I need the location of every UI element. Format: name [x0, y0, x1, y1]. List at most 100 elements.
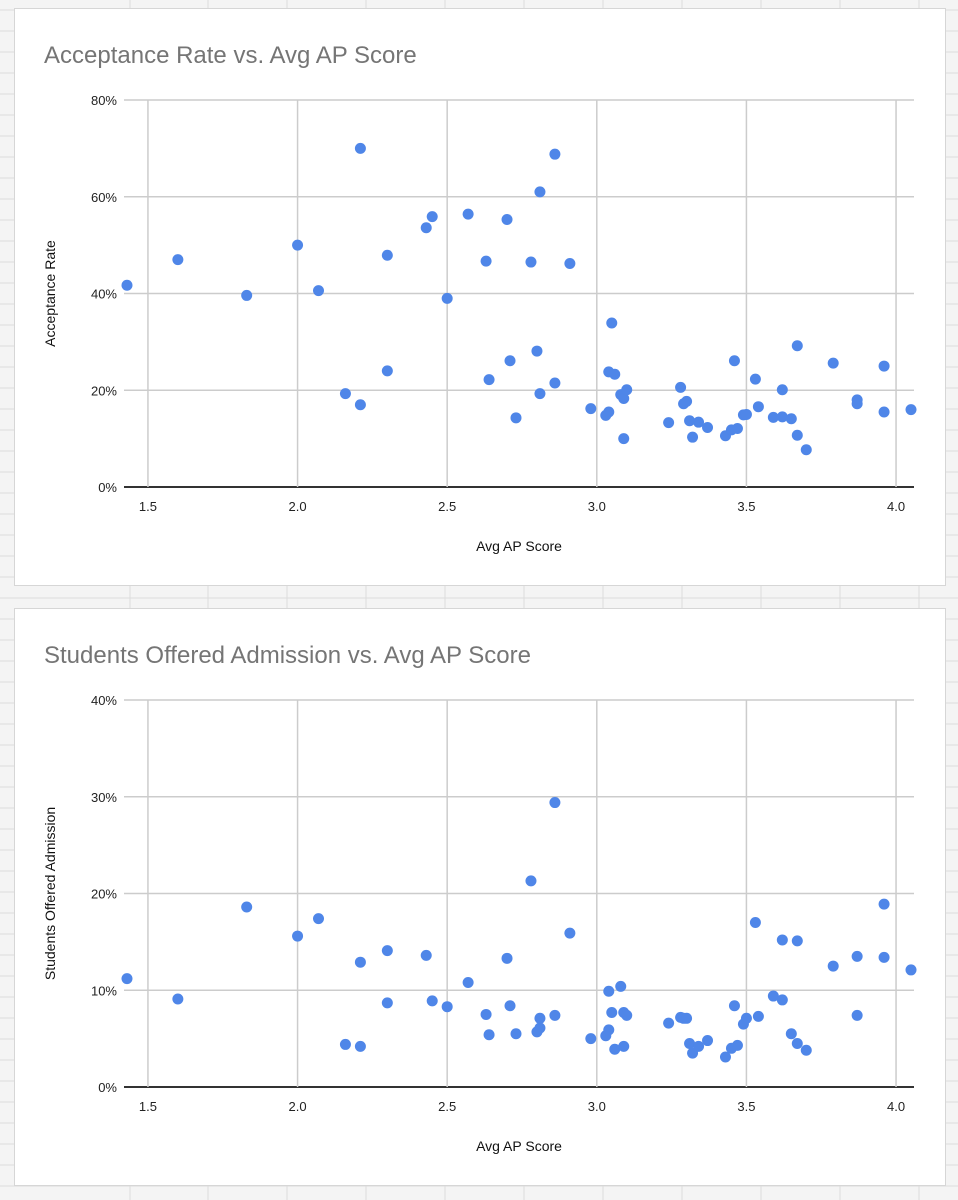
data-point: [462, 208, 474, 220]
data-point: [693, 416, 705, 428]
data-point: [851, 950, 863, 962]
x-tick-label: 3.0: [588, 499, 606, 514]
scatter-chart-students-offered: Students Offered Admission vs. Avg AP Sc…: [42, 642, 917, 1154]
data-point: [740, 1012, 752, 1024]
data-point: [585, 1033, 597, 1045]
data-point: [702, 421, 714, 433]
x-axis-title: Avg AP Score: [476, 1138, 562, 1154]
data-point: [618, 1040, 630, 1052]
data-point: [609, 1043, 621, 1055]
y-tick-label: 80%: [91, 93, 117, 108]
data-point: [681, 1012, 693, 1024]
data-point: [480, 1008, 492, 1020]
data-point: [606, 317, 618, 329]
chart-title: Acceptance Rate vs. Avg AP Score: [44, 42, 417, 69]
x-tick-label: 4.0: [887, 499, 905, 514]
data-point: [313, 913, 325, 925]
x-tick-label: 4.0: [887, 1099, 905, 1114]
data-point: [749, 917, 761, 929]
x-tick-label: 3.5: [737, 499, 755, 514]
data-point: [241, 901, 253, 913]
data-point: [785, 413, 797, 425]
data-point: [719, 1051, 731, 1063]
scatter-chart-acceptance-rate: Acceptance Rate vs. Avg AP Score Avg AP …: [42, 42, 917, 554]
data-point: [534, 1022, 546, 1034]
data-point: [241, 289, 253, 301]
data-point: [776, 384, 788, 396]
data-point: [728, 1000, 740, 1012]
data-point: [621, 1009, 633, 1021]
data-point: [313, 285, 325, 297]
data-point: [354, 399, 366, 411]
data-point: [172, 254, 184, 266]
y-tick-labels: 0% 10% 20% 30% 40%: [91, 693, 117, 1095]
data-point: [618, 392, 630, 404]
data-point: [510, 1028, 522, 1040]
data-point: [749, 373, 761, 385]
data-point: [800, 1044, 812, 1056]
data-point: [525, 256, 537, 268]
data-point: [501, 213, 513, 225]
y-tick-label: 0%: [98, 480, 117, 495]
data-point: [791, 1037, 803, 1049]
data-point: [549, 1009, 561, 1021]
data-point: [339, 1038, 351, 1050]
x-tick-label: 2.0: [289, 499, 307, 514]
data-point: [681, 395, 693, 407]
data-point: [731, 422, 743, 434]
x-axis-title: Avg AP Score: [476, 538, 562, 554]
x-tick-label: 2.0: [289, 1099, 307, 1114]
data-point: [767, 411, 779, 423]
y-tick-label: 40%: [91, 693, 117, 708]
data-point: [791, 340, 803, 352]
data-point: [827, 357, 839, 369]
data-point: [549, 377, 561, 389]
data-point: [752, 401, 764, 413]
data-point: [121, 279, 133, 291]
x-tick-labels: 1.5 2.0 2.5 3.0 3.5 4.0: [139, 499, 905, 514]
data-point: [693, 1040, 705, 1052]
data-point: [767, 990, 779, 1002]
data-point: [354, 956, 366, 968]
data-point: [483, 1029, 495, 1041]
data-point: [483, 374, 495, 386]
grid-lines: [124, 699, 914, 1088]
x-tick-label: 1.5: [139, 499, 157, 514]
data-point: [606, 1007, 618, 1019]
data-point: [354, 142, 366, 154]
data-point: [339, 388, 351, 400]
data-point: [905, 404, 917, 416]
data-point: [702, 1035, 714, 1047]
data-point: [776, 411, 788, 423]
data-point: [675, 381, 687, 393]
y-tick-label: 0%: [98, 1080, 117, 1095]
data-point: [603, 1024, 615, 1036]
data-point: [827, 960, 839, 972]
y-axis-title: Acceptance Rate: [42, 240, 58, 347]
data-point: [480, 255, 492, 267]
y-tick-label: 40%: [91, 287, 117, 302]
data-point: [878, 406, 890, 418]
data-point: [525, 875, 537, 887]
data-point: [663, 417, 675, 429]
data-point: [603, 985, 615, 997]
data-point: [684, 1037, 696, 1049]
chart-card-students-offered[interactable]: Students Offered Admission vs. Avg AP Sc…: [14, 608, 946, 1186]
data-point: [800, 444, 812, 456]
data-point: [564, 927, 576, 939]
data-point: [731, 1039, 743, 1051]
data-point: [381, 249, 393, 261]
data-point: [684, 415, 696, 427]
data-point: [905, 964, 917, 976]
data-point: [441, 1001, 453, 1013]
y-tick-label: 60%: [91, 190, 117, 205]
data-point: [585, 403, 597, 415]
y-tick-label: 20%: [91, 887, 117, 902]
data-point: [501, 952, 513, 964]
data-point: [791, 935, 803, 947]
data-point: [615, 980, 627, 992]
data-point: [728, 355, 740, 367]
x-tick-labels: 1.5 2.0 2.5 3.0 3.5 4.0: [139, 1099, 905, 1114]
chart-card-acceptance-rate[interactable]: Acceptance Rate vs. Avg AP Score Avg AP …: [14, 8, 946, 586]
data-point: [534, 186, 546, 198]
